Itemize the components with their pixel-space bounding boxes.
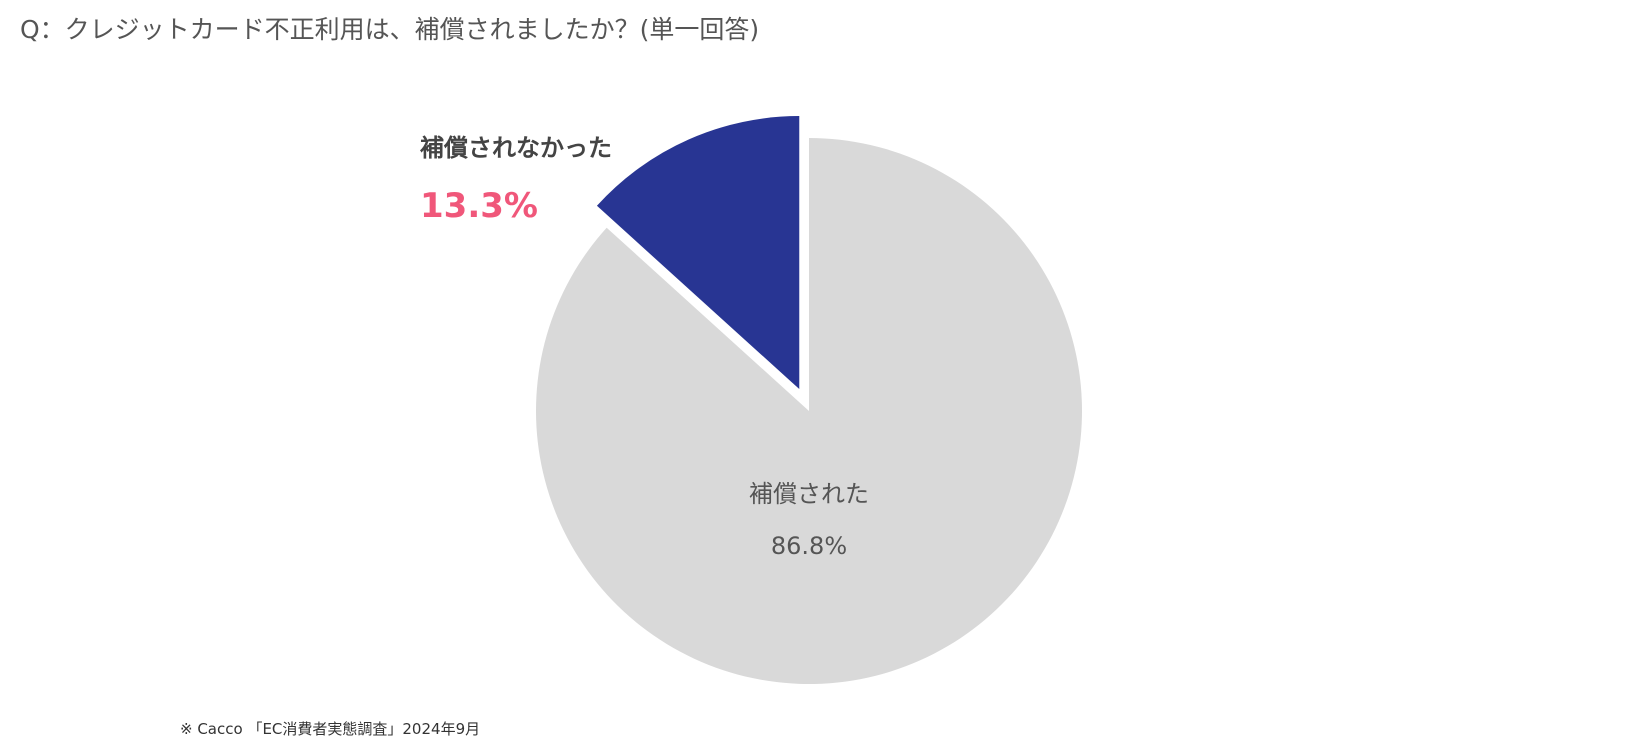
- slice-label-not-compensated: 補償されなかった: [420, 134, 612, 162]
- chart-title: Q：クレジットカード不正利用は、補償されましたか？(単一回答): [20, 15, 760, 44]
- pie-slice-not-compensated: [596, 116, 800, 390]
- source-note: ※ Cacco 「EC消費者実態調査」2024年9月: [180, 720, 481, 738]
- slice-value-not-compensated: 13.3%: [420, 186, 538, 226]
- slice-label-compensated: 補償された: [749, 480, 869, 508]
- pie-slice-compensated: [536, 138, 1082, 684]
- slice-value-compensated: 86.8%: [770, 532, 848, 560]
